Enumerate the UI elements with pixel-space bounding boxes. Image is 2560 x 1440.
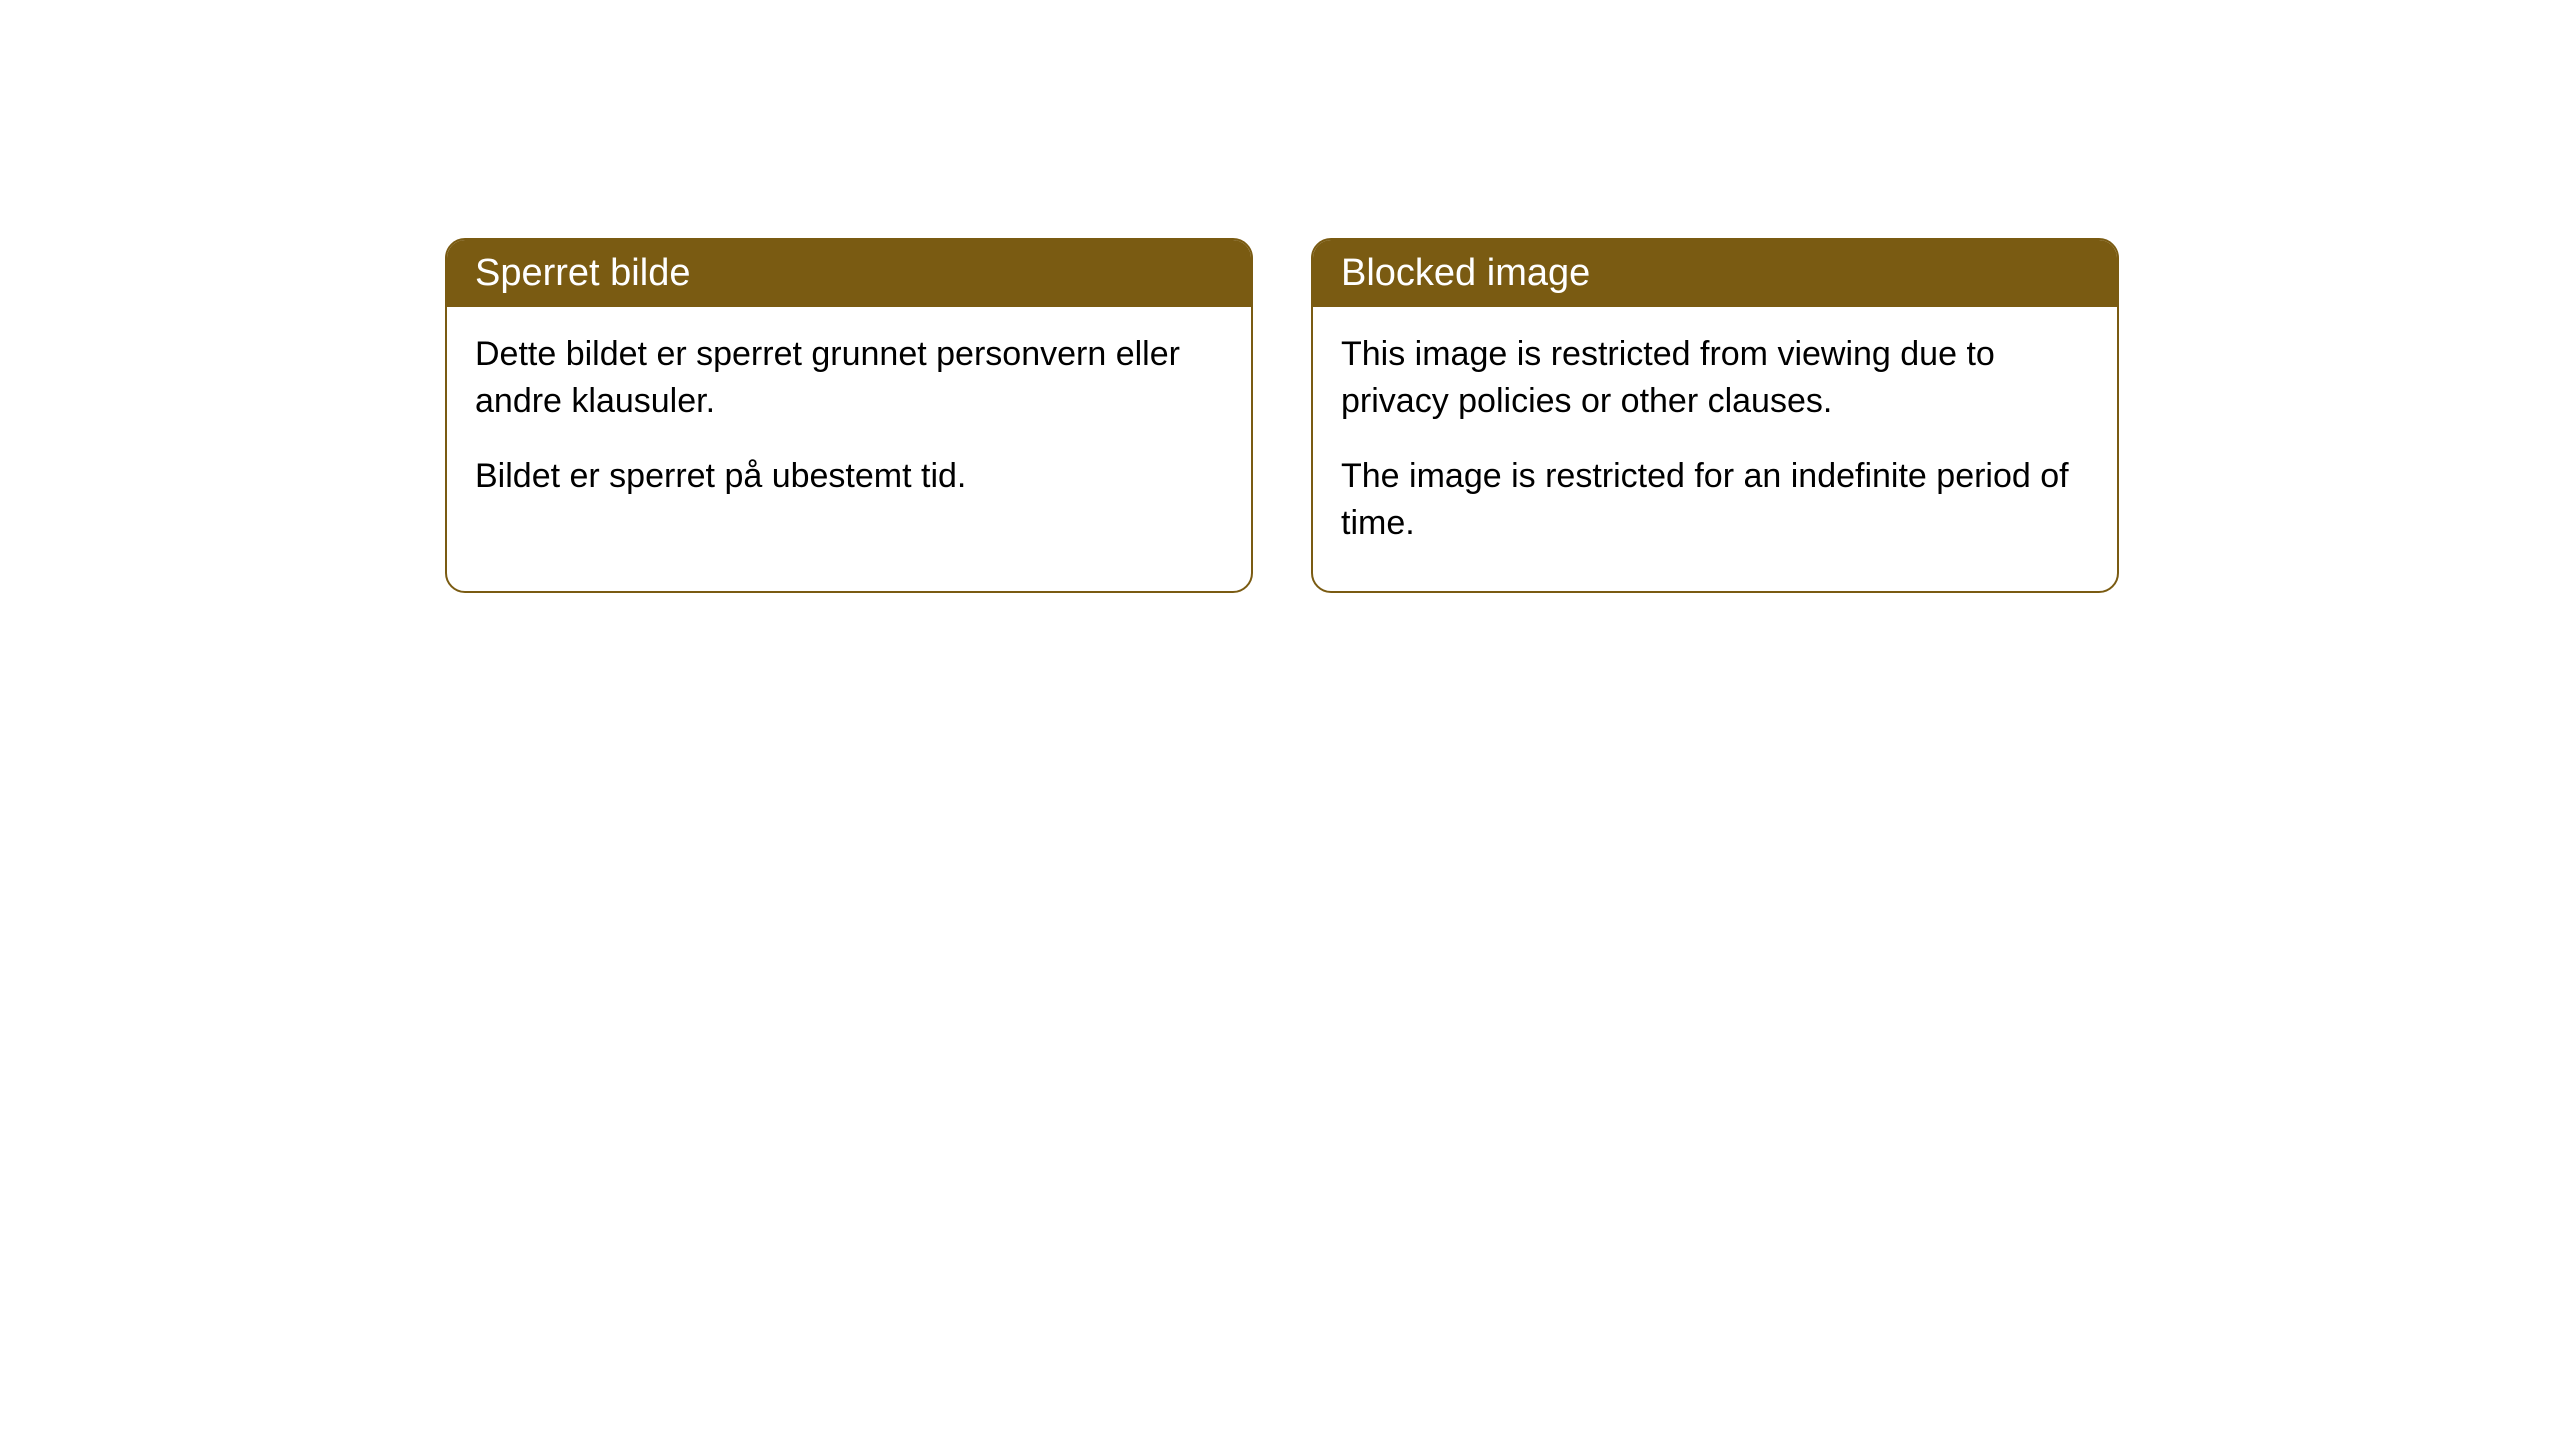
card-body-english: This image is restricted from viewing du… [1313, 307, 2117, 591]
cards-container: Sperret bilde Dette bildet er sperret gr… [445, 238, 2119, 593]
card-norwegian: Sperret bilde Dette bildet er sperret gr… [445, 238, 1253, 593]
card-paragraph: This image is restricted from viewing du… [1341, 331, 2089, 425]
card-paragraph: The image is restricted for an indefinit… [1341, 453, 2089, 547]
card-header-norwegian: Sperret bilde [447, 240, 1251, 307]
card-body-norwegian: Dette bildet er sperret grunnet personve… [447, 307, 1251, 544]
card-paragraph: Dette bildet er sperret grunnet personve… [475, 331, 1223, 425]
card-header-english: Blocked image [1313, 240, 2117, 307]
card-paragraph: Bildet er sperret på ubestemt tid. [475, 453, 1223, 500]
card-english: Blocked image This image is restricted f… [1311, 238, 2119, 593]
